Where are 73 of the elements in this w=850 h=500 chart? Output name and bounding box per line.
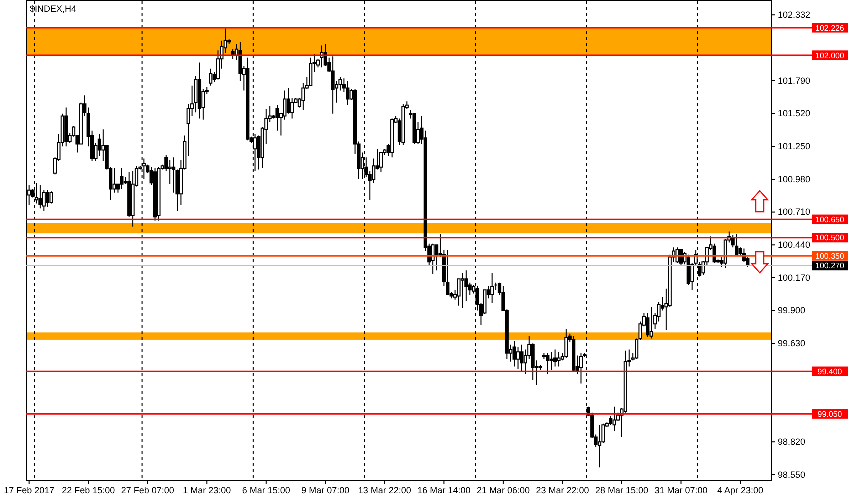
candlestick — [131, 170, 135, 228]
ref-line-label: 100.650 — [816, 215, 846, 224]
candlestick — [557, 352, 561, 368]
candlestick — [42, 190, 46, 212]
ref-line-label: 102.226 — [816, 24, 846, 33]
candlestick — [390, 118, 394, 158]
x-tick-label: 22 Feb 15:00 — [62, 485, 116, 496]
x-tick-label: 23 Mar 22:00 — [536, 485, 590, 496]
candlestick — [598, 424, 602, 468]
candlestick — [153, 168, 158, 222]
x-tick-label: 13 Mar 22:00 — [358, 485, 412, 496]
ref-line-label: 99.050 — [818, 410, 843, 419]
y-tick-label: 100.170 — [778, 272, 811, 283]
y-tick-label: 101.790 — [778, 76, 811, 86]
candlestick — [331, 56, 335, 114]
candlestick — [520, 344, 524, 372]
candlestick — [554, 349, 558, 368]
candlestick — [431, 243, 435, 275]
y-tick-label: 102.332 — [778, 10, 811, 20]
y-tick-label: 100.710 — [778, 207, 811, 218]
y-tick-label: 100.980 — [778, 174, 811, 184]
candlestick — [564, 328, 568, 359]
candlestick — [546, 352, 550, 375]
candlestick — [612, 406, 616, 432]
y-tick-label: 99.900 — [778, 306, 806, 316]
candlestick — [209, 68, 213, 86]
y-tick-label: 101.520 — [778, 108, 811, 119]
y-tick-label: 99.630 — [778, 338, 806, 348]
x-tick-label: 4 Apr 23:00 — [717, 485, 764, 496]
candlestick — [38, 185, 42, 210]
x-tick-label: 17 Feb 2017 — [4, 485, 55, 496]
candlestick — [550, 352, 554, 371]
candlestick — [735, 234, 739, 257]
x-tick-label: 1 Mar 23:00 — [183, 485, 232, 496]
ref-line-label: 100.270 — [816, 262, 846, 271]
candlestick — [379, 152, 384, 173]
candlestick — [157, 166, 161, 222]
candlestick — [572, 336, 576, 372]
x-tick-label: 6 Mar 15:00 — [242, 485, 290, 496]
candlestick — [460, 272, 465, 309]
candlestick — [446, 249, 450, 296]
candlestick — [198, 62, 202, 120]
y-tick-label: 98.550 — [778, 470, 806, 480]
candlestick — [402, 104, 406, 146]
x-tick-label: 27 Feb 07:00 — [121, 485, 174, 496]
candlestick — [512, 340, 516, 368]
candlestick — [579, 352, 584, 384]
candlestick — [98, 134, 102, 157]
candlestick — [120, 168, 124, 190]
candlestick — [50, 191, 54, 204]
candlestick — [276, 104, 280, 132]
x-tick-label: 21 Mar 06:00 — [476, 485, 530, 496]
candlestick — [650, 306, 654, 340]
x-tick-label: 31 Mar 07:00 — [654, 485, 708, 496]
y-tick-label: 98.820 — [778, 436, 806, 447]
ref-line-label: 100.500 — [816, 234, 846, 243]
candlestick — [490, 272, 494, 304]
x-tick-label: 28 Mar 15:00 — [595, 485, 649, 496]
candlestick — [412, 113, 416, 145]
y-tick-label: 101.250 — [778, 142, 811, 152]
candlestick — [309, 57, 313, 86]
y-tick-label: 100.440 — [778, 240, 811, 250]
ref-line-label: 100.350 — [816, 252, 846, 261]
ref-line-label: 102.000 — [816, 51, 846, 60]
x-tick-label: 16 Mar 14:00 — [418, 485, 471, 496]
candlestick — [46, 190, 50, 208]
ref-line-label: 99.400 — [818, 367, 843, 376]
candlestick — [246, 57, 250, 142]
chart-title: $INDEX,H4 — [30, 4, 77, 14]
x-tick-label: 9 Mar 07:00 — [302, 485, 350, 496]
candlestick — [686, 254, 690, 286]
candlestick — [346, 80, 350, 106]
candlestick — [64, 107, 68, 148]
